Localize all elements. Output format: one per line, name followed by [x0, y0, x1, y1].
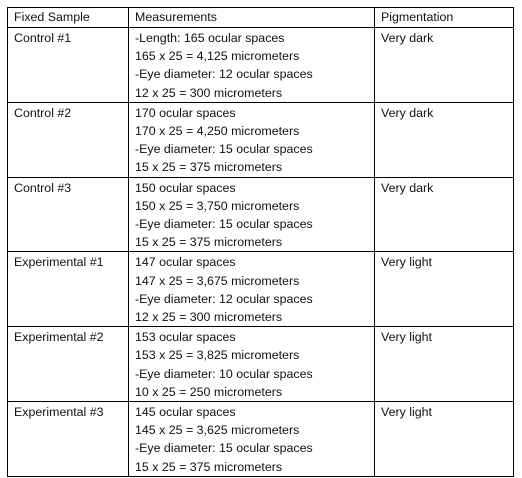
measurement-line: 170 ocular spaces [135, 105, 236, 120]
measurements-cell: -Length: 165 ocular spaces 165 x 25 = 4,… [128, 27, 375, 103]
measurement-line: 150 ocular spaces [135, 180, 236, 195]
measurement-line: 15 x 25 = 375 micrometers [135, 235, 283, 250]
measurement-line: 147 ocular spaces [135, 255, 236, 270]
table-row: Control #3 150 ocular spaces 150 x 25 = … [7, 176, 514, 253]
sample-name-cell: Control #2 [7, 101, 129, 178]
sample-name-cell: Experimental #2 [7, 326, 129, 403]
measurement-line: -Length: 165 ocular spaces [135, 31, 285, 45]
measurement-line: 12 x 25 = 300 micrometers [135, 85, 283, 100]
measurement-line: 150 x 25 = 3,750 micrometers [135, 198, 300, 213]
pigmentation-cell: Very dark [374, 101, 514, 178]
pigmentation-cell: Very light [374, 326, 514, 403]
table-row: Control #1 -Length: 165 ocular spaces 16… [7, 27, 514, 103]
table-row: Experimental #2 153 ocular spaces 153 x … [7, 326, 514, 403]
sample-name-cell: Experimental #1 [7, 251, 129, 328]
measurement-line: -Eye diameter: 15 ocular spaces [135, 441, 313, 456]
measurement-line: 15 x 25 = 375 micrometers [135, 459, 283, 474]
measurements-cell: 145 ocular spaces 145 x 25 = 3,625 micro… [128, 401, 375, 477]
measurement-line: 147 x 25 = 3,675 micrometers [135, 273, 300, 288]
pigmentation-cell: Very dark [374, 27, 514, 103]
measurement-line: -Eye diameter: 10 ocular spaces [135, 366, 313, 381]
header-pigmentation: Pigmentation [374, 7, 514, 28]
table-row: Control #2 170 ocular spaces 170 x 25 = … [7, 101, 514, 178]
measurement-line: 15 x 25 = 375 micrometers [135, 160, 283, 175]
measurement-line: 170 x 25 = 4,250 micrometers [135, 124, 300, 139]
measurement-line: 153 ocular spaces [135, 330, 236, 345]
table-row: Experimental #1 147 ocular spaces 147 x … [7, 251, 514, 328]
measurement-line: 165 x 25 = 4,125 micrometers [135, 49, 300, 64]
measurement-line: 145 x 25 = 3,625 micrometers [135, 423, 300, 438]
header-measurements: Measurements [128, 7, 375, 28]
measurement-line: -Eye diameter: 12 ocular spaces [135, 291, 313, 306]
table-header-row: Fixed Sample Measurements Pigmentation [7, 7, 514, 28]
pigmentation-cell: Very light [374, 401, 514, 477]
sample-name-cell: Control #1 [7, 27, 129, 103]
measurement-line: -Eye diameter: 15 ocular spaces [135, 142, 313, 157]
header-fixed-sample: Fixed Sample [7, 7, 129, 28]
pigmentation-cell: Very light [374, 251, 514, 328]
table-row: Experimental #3 145 ocular spaces 145 x … [7, 401, 514, 477]
measurements-cell: 147 ocular spaces 147 x 25 = 3,675 micro… [128, 251, 375, 328]
measurements-cell: 170 ocular spaces 170 x 25 = 4,250 micro… [128, 101, 375, 178]
measurement-line: 12 x 25 = 300 micrometers [135, 310, 283, 325]
measurement-line: 10 x 25 = 250 micrometers [135, 384, 283, 399]
measurements-cell: 150 ocular spaces 150 x 25 = 3,750 micro… [128, 176, 375, 253]
measurement-line: 153 x 25 = 3,825 micrometers [135, 348, 300, 363]
measurement-line: -Eye diameter: 12 ocular spaces [135, 67, 313, 82]
fixed-sample-table: Fixed Sample Measurements Pigmentation C… [7, 7, 514, 477]
sample-name-cell: Experimental #3 [7, 401, 129, 477]
measurements-cell: 153 ocular spaces 153 x 25 = 3,825 micro… [128, 326, 375, 403]
measurement-line: 145 ocular spaces [135, 405, 236, 420]
pigmentation-cell: Very dark [374, 176, 514, 253]
document-table-container: Fixed Sample Measurements Pigmentation C… [7, 7, 514, 477]
measurement-line: -Eye diameter: 15 ocular spaces [135, 217, 313, 232]
sample-name-cell: Control #3 [7, 176, 129, 253]
